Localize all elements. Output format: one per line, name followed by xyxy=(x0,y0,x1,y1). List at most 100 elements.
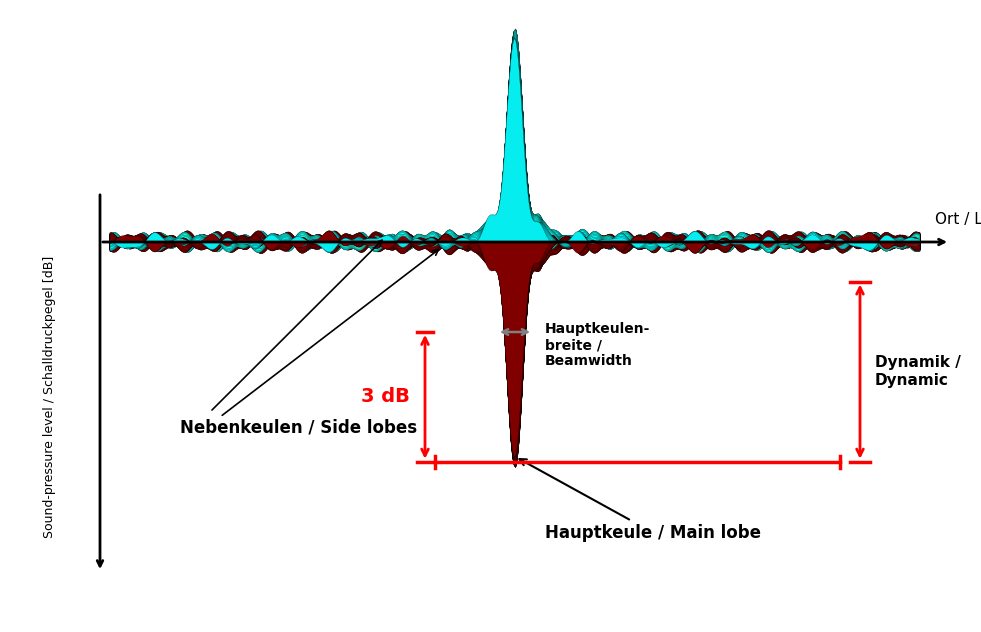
Polygon shape xyxy=(110,38,920,252)
Polygon shape xyxy=(110,231,920,456)
Polygon shape xyxy=(110,40,920,252)
Polygon shape xyxy=(110,231,920,456)
Polygon shape xyxy=(110,36,920,252)
Polygon shape xyxy=(110,231,920,456)
Polygon shape xyxy=(110,231,920,460)
Polygon shape xyxy=(110,233,920,460)
Polygon shape xyxy=(110,41,920,250)
Polygon shape xyxy=(110,36,920,251)
Polygon shape xyxy=(110,32,920,252)
Polygon shape xyxy=(110,31,920,252)
Polygon shape xyxy=(110,37,920,251)
Polygon shape xyxy=(110,35,920,252)
Polygon shape xyxy=(110,35,920,253)
Polygon shape xyxy=(110,233,920,455)
Polygon shape xyxy=(110,231,920,462)
Polygon shape xyxy=(110,231,920,458)
Polygon shape xyxy=(110,39,920,252)
Polygon shape xyxy=(110,231,920,456)
Polygon shape xyxy=(110,231,920,458)
Polygon shape xyxy=(110,36,920,252)
Polygon shape xyxy=(110,35,920,252)
Polygon shape xyxy=(110,32,920,252)
Text: Hauptkeulen-
breite /
Beamwidth: Hauptkeulen- breite / Beamwidth xyxy=(545,322,650,368)
Polygon shape xyxy=(110,34,920,252)
Polygon shape xyxy=(110,40,920,251)
Polygon shape xyxy=(110,36,920,250)
Text: Dynamik /
Dynamic: Dynamik / Dynamic xyxy=(875,355,960,388)
Polygon shape xyxy=(110,233,920,459)
Polygon shape xyxy=(110,231,920,466)
Polygon shape xyxy=(110,233,920,459)
Polygon shape xyxy=(110,35,920,250)
Polygon shape xyxy=(110,34,920,250)
Polygon shape xyxy=(110,35,920,250)
Polygon shape xyxy=(110,233,920,462)
Polygon shape xyxy=(110,232,920,461)
Polygon shape xyxy=(110,29,920,251)
Text: Nebenkeulen / Side lobes: Nebenkeulen / Side lobes xyxy=(180,419,417,437)
Polygon shape xyxy=(110,34,920,253)
Polygon shape xyxy=(110,32,920,251)
Polygon shape xyxy=(110,37,920,251)
Polygon shape xyxy=(110,34,920,253)
Polygon shape xyxy=(110,231,920,460)
Polygon shape xyxy=(110,33,920,252)
Polygon shape xyxy=(110,231,920,456)
Polygon shape xyxy=(110,33,920,252)
Polygon shape xyxy=(110,39,920,253)
Polygon shape xyxy=(110,232,920,468)
Polygon shape xyxy=(110,233,920,461)
Polygon shape xyxy=(110,231,920,466)
Polygon shape xyxy=(110,39,920,252)
Polygon shape xyxy=(110,231,920,464)
Polygon shape xyxy=(110,37,920,252)
Polygon shape xyxy=(110,35,920,252)
Polygon shape xyxy=(110,34,920,253)
Polygon shape xyxy=(110,36,920,250)
Polygon shape xyxy=(110,37,920,250)
Polygon shape xyxy=(110,233,920,461)
Polygon shape xyxy=(110,34,920,251)
Polygon shape xyxy=(110,231,920,461)
Polygon shape xyxy=(110,234,920,467)
Polygon shape xyxy=(110,232,920,459)
Polygon shape xyxy=(110,232,920,460)
Polygon shape xyxy=(110,33,920,252)
Polygon shape xyxy=(110,31,920,253)
Polygon shape xyxy=(110,231,920,467)
Polygon shape xyxy=(110,29,920,250)
Polygon shape xyxy=(110,35,920,251)
Polygon shape xyxy=(110,40,920,252)
Polygon shape xyxy=(110,233,920,468)
Polygon shape xyxy=(110,234,920,464)
Polygon shape xyxy=(110,38,920,250)
Polygon shape xyxy=(110,231,920,458)
Polygon shape xyxy=(110,232,920,458)
Text: Hauptkeule / Main lobe: Hauptkeule / Main lobe xyxy=(520,459,761,542)
Polygon shape xyxy=(110,36,920,252)
Polygon shape xyxy=(110,231,920,456)
Polygon shape xyxy=(110,231,920,458)
Polygon shape xyxy=(110,231,920,458)
Polygon shape xyxy=(110,31,920,253)
Polygon shape xyxy=(110,30,920,253)
Polygon shape xyxy=(110,233,920,465)
Polygon shape xyxy=(110,234,920,459)
Polygon shape xyxy=(110,233,920,460)
Polygon shape xyxy=(110,231,920,462)
Polygon shape xyxy=(110,33,920,249)
Polygon shape xyxy=(110,232,920,463)
Polygon shape xyxy=(110,231,920,465)
Polygon shape xyxy=(110,33,920,250)
Polygon shape xyxy=(110,37,920,252)
Polygon shape xyxy=(110,32,920,252)
Polygon shape xyxy=(110,231,920,462)
Polygon shape xyxy=(110,231,920,466)
Polygon shape xyxy=(110,233,920,462)
Polygon shape xyxy=(110,34,920,251)
Polygon shape xyxy=(110,37,920,252)
Polygon shape xyxy=(110,39,920,252)
Polygon shape xyxy=(110,232,920,461)
Polygon shape xyxy=(110,233,920,461)
